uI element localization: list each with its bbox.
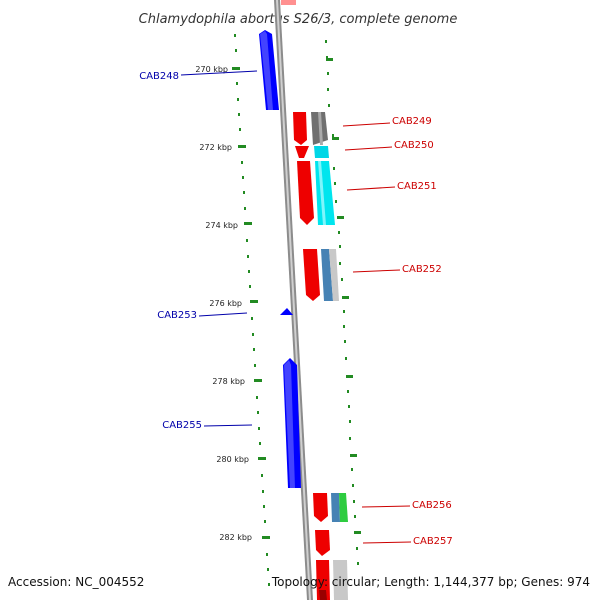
- gene-label-cab250[interactable]: CAB250: [394, 140, 434, 151]
- gene-cab256[interactable]: [313, 493, 328, 522]
- scale-labels: 270 kbp 272 kbp 274 kbp 276 kbp 278 kbp …: [195, 65, 252, 542]
- gene-cab256-ortholog-b[interactable]: [339, 493, 348, 522]
- gene-label-cab257[interactable]: CAB257: [413, 536, 453, 547]
- gene-label-cab251[interactable]: CAB251: [397, 181, 437, 192]
- tick-label-270: 270 kbp: [195, 65, 228, 74]
- tick-label-276: 276 kbp: [209, 299, 242, 308]
- gene-label-cab252[interactable]: CAB252: [402, 264, 442, 275]
- genome-backbone: [274, 0, 313, 600]
- gene-label-cab253[interactable]: CAB253: [157, 310, 197, 321]
- tick-label-282: 282 kbp: [219, 533, 252, 542]
- right-dotted-ruler: [325, 40, 361, 565]
- gene-cab257[interactable]: [315, 530, 330, 556]
- tick-label-274: 274 kbp: [205, 221, 238, 230]
- map-title: Chlamydophila abortus S26/3, complete ge…: [139, 12, 458, 27]
- gene-cab253[interactable]: [280, 308, 293, 315]
- gene-cab256-ortholog-a[interactable]: [331, 493, 340, 522]
- forward-strand-genes: [293, 112, 348, 600]
- genome-summary-text: Topology: circular; Length: 1,144,377 bp…: [271, 575, 590, 589]
- gene-cab255-shade: [284, 360, 295, 488]
- accession-text: Accession: NC_004552: [8, 575, 144, 589]
- gene-cab257-ortholog[interactable]: [333, 560, 348, 600]
- gene-cab252[interactable]: [303, 249, 320, 301]
- gene-label-cab248[interactable]: CAB248: [139, 71, 179, 82]
- gene-label-cab255[interactable]: CAB255: [162, 420, 202, 431]
- gene-cab249[interactable]: [293, 112, 307, 145]
- tick-label-278: 278 kbp: [212, 377, 245, 386]
- gene-cab251[interactable]: [297, 161, 314, 225]
- leader-lines: [180, 70, 412, 544]
- gene-cab248-shade: [260, 31, 273, 110]
- partial-feature-top[interactable]: [281, 0, 296, 5]
- tick-label-280: 280 kbp: [216, 455, 249, 464]
- gene-labels: CAB248 CAB253 CAB255 CAB249 CAB250 CAB25…: [139, 71, 453, 547]
- gene-cab250[interactable]: [295, 146, 309, 158]
- gene-label-cab256[interactable]: CAB256: [412, 500, 452, 511]
- reverse-strand-genes: [259, 30, 301, 488]
- gene-cab250-ortholog[interactable]: [314, 146, 329, 158]
- left-dotted-ruler: [232, 34, 270, 586]
- gene-cab252-ortholog-b[interactable]: [329, 249, 339, 301]
- tick-label-272: 272 kbp: [199, 143, 232, 152]
- gene-label-cab249[interactable]: CAB249: [392, 116, 432, 127]
